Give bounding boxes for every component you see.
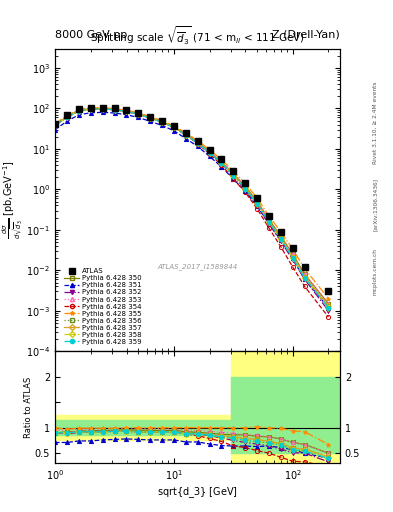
Text: ATLAS_2017_I1589844: ATLAS_2017_I1589844 <box>157 263 238 270</box>
Title: Splitting scale $\sqrt{\overline{d}_3}$ (71 < m$_{ll}$ < 111 GeV): Splitting scale $\sqrt{\overline{d}_3}$ … <box>90 25 305 47</box>
Text: 8000 GeV pp: 8000 GeV pp <box>55 30 127 39</box>
Text: [arXiv:1306.3436]: [arXiv:1306.3436] <box>373 178 378 231</box>
Y-axis label: $\frac{d\sigma}{d\sqrt{\overline{d}_3}}$ [pb,GeV$^{-1}$]: $\frac{d\sigma}{d\sqrt{\overline{d}_3}}$… <box>0 161 25 239</box>
Y-axis label: Ratio to ATLAS: Ratio to ATLAS <box>24 377 33 438</box>
X-axis label: $\mathsf{sqrt\{d\_3\}}$ [GeV]: $\mathsf{sqrt\{d\_3\}}$ [GeV] <box>157 485 238 500</box>
Text: mcplots.cern.ch: mcplots.cern.ch <box>373 248 378 295</box>
Text: Z (Drell-Yan): Z (Drell-Yan) <box>272 30 340 39</box>
Legend: ATLAS, Pythia 6.428 350, Pythia 6.428 351, Pythia 6.428 352, Pythia 6.428 353, P: ATLAS, Pythia 6.428 350, Pythia 6.428 35… <box>64 268 142 345</box>
Text: Rivet 3.1.10, ≥ 2.4M events: Rivet 3.1.10, ≥ 2.4M events <box>373 81 378 164</box>
